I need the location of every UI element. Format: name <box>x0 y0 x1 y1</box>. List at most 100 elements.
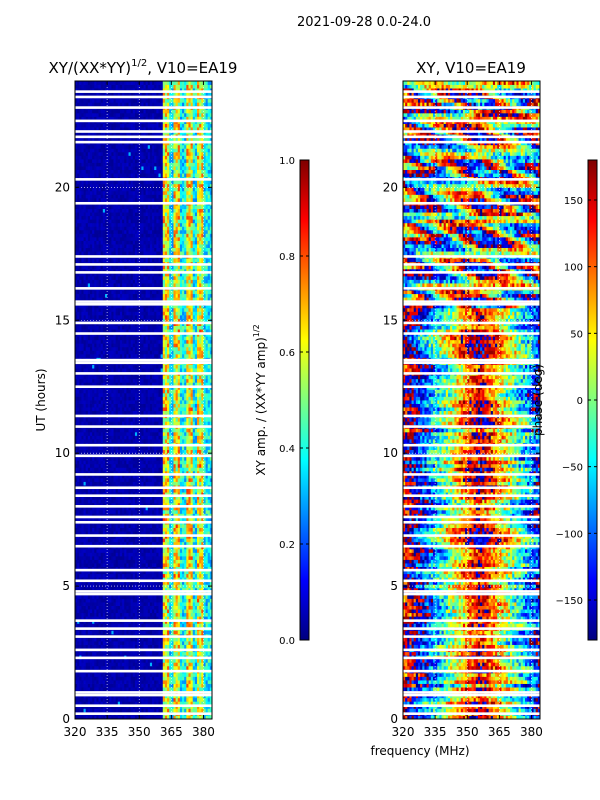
heatmap-cell <box>209 509 212 514</box>
heatmap-cell <box>77 531 80 536</box>
heatmap-cell <box>139 662 142 667</box>
heatmap-cell <box>175 580 179 585</box>
heatmap-cell <box>199 623 202 628</box>
heatmap-cell <box>167 477 170 482</box>
heatmap-cell <box>141 506 144 511</box>
heatmap-cell <box>130 481 134 486</box>
heatmap-cell <box>209 641 212 645</box>
heatmap-cell <box>162 499 166 504</box>
heatmap-cell <box>79 644 82 649</box>
heatmap-cell <box>134 612 138 617</box>
heatmap-cell <box>167 524 170 528</box>
heatmap-cell <box>85 680 89 684</box>
heatmap-cell <box>122 658 125 663</box>
heatmap-cell <box>122 563 125 567</box>
heatmap-cell <box>119 460 123 465</box>
heatmap-cell <box>171 506 174 511</box>
heatmap-cell <box>154 630 157 635</box>
heatmap-cell <box>154 449 157 454</box>
heatmap-cell <box>139 665 142 670</box>
heatmap-cell <box>158 708 162 713</box>
heatmap-cell <box>190 623 194 628</box>
heatmap-cell <box>156 623 159 628</box>
heatmap-cell <box>139 570 142 575</box>
heatmap-cell <box>122 477 125 482</box>
heatmap-cell <box>175 531 179 536</box>
heatmap-cell <box>141 538 144 543</box>
heatmap-cell <box>184 555 187 560</box>
heatmap-cell <box>126 559 129 564</box>
heatmap-cell <box>89 509 93 514</box>
heatmap-cell <box>139 658 142 663</box>
heatmap-cell <box>111 446 114 451</box>
heatmap-cell <box>139 587 142 592</box>
heatmap-cell <box>89 658 93 663</box>
heatmap-cell <box>169 605 172 610</box>
heatmap-cell <box>156 463 159 468</box>
heatmap-cell <box>115 495 119 500</box>
heatmap-cell <box>139 481 142 486</box>
heatmap-cell <box>164 502 168 507</box>
heatmap-cell <box>124 697 127 702</box>
heatmap-cell <box>179 488 183 493</box>
heatmap-cell <box>81 584 84 589</box>
heatmap-cell <box>186 570 189 575</box>
heatmap-cell <box>128 566 132 571</box>
heatmap-cell <box>190 513 194 518</box>
heatmap-cell <box>147 481 151 486</box>
heatmap-cell <box>162 513 166 518</box>
heatmap-cell <box>197 577 200 582</box>
heatmap-cell <box>169 456 172 461</box>
heatmap-cell <box>145 609 149 614</box>
heatmap-cell <box>104 524 108 528</box>
heatmap-cell <box>117 499 121 504</box>
heatmap-cell <box>197 531 200 536</box>
heatmap-cell <box>92 715 95 719</box>
heatmap-cell <box>209 594 212 599</box>
heatmap-cell <box>104 467 108 472</box>
heatmap-cell <box>158 474 162 479</box>
heatmap-cell <box>104 584 108 589</box>
heatmap-cell <box>182 623 185 628</box>
heatmap-cell <box>137 477 140 482</box>
heatmap-cell <box>169 492 172 497</box>
heatmap-cell <box>122 687 125 692</box>
heatmap-cell <box>77 548 80 553</box>
heatmap-cell <box>98 623 102 628</box>
heatmap-cell <box>190 676 194 681</box>
heatmap-cell <box>92 499 95 504</box>
heatmap-cell <box>75 566 78 571</box>
heatmap-cell <box>201 594 204 599</box>
heatmap-cell <box>81 488 84 493</box>
heatmap-cell <box>98 477 102 482</box>
heatmap-cell <box>126 509 129 514</box>
heatmap-cell <box>79 637 82 642</box>
heatmap-cell <box>124 541 127 546</box>
heatmap-cell <box>177 548 181 553</box>
heatmap-cell <box>102 474 106 479</box>
heatmap-cell <box>134 605 138 610</box>
heatmap-cell <box>179 495 183 500</box>
heatmap-cell <box>102 697 106 702</box>
heatmap-cell <box>152 541 155 546</box>
heatmap-cell <box>199 548 202 553</box>
heatmap-cell <box>137 623 140 628</box>
heatmap-cell <box>171 467 174 472</box>
heatmap-cell <box>160 506 164 511</box>
heatmap-cell <box>175 665 179 670</box>
heatmap-cell <box>169 495 172 500</box>
heatmap-cell <box>102 609 106 614</box>
heatmap-cell <box>87 641 91 645</box>
heatmap-cell <box>107 680 110 684</box>
heatmap-cell <box>77 527 80 532</box>
heatmap-cell <box>173 548 177 553</box>
heatmap-cell <box>124 516 127 521</box>
heatmap-cell <box>126 658 129 663</box>
heatmap-cell <box>126 488 129 493</box>
heatmap-cell <box>126 708 129 713</box>
heatmap-cell <box>209 672 212 677</box>
heatmap-cell <box>182 687 185 692</box>
heatmap-cell <box>203 580 206 585</box>
heatmap-cell <box>81 594 84 599</box>
heatmap-cell <box>124 662 127 667</box>
